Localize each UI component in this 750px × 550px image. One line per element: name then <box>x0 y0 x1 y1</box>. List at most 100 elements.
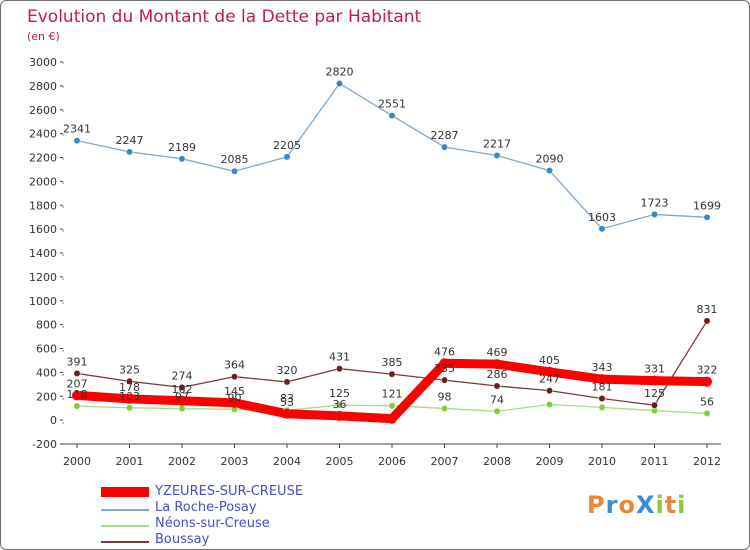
x-tick-label: 2008 <box>483 455 511 468</box>
data-point <box>651 401 658 409</box>
data-label: 125 <box>329 387 350 400</box>
data-point <box>282 408 292 419</box>
data-label: 2085 <box>221 153 249 166</box>
data-point <box>702 376 712 387</box>
data-point <box>126 377 133 385</box>
data-label: 364 <box>224 359 245 372</box>
data-point <box>546 167 553 175</box>
data-label: 207 <box>67 377 88 390</box>
brand-letter: r <box>605 491 619 519</box>
series-points <box>72 80 712 424</box>
y-tick-label: 2600 <box>29 104 57 117</box>
data-point <box>703 213 711 221</box>
x-tick-label: 2003 <box>221 455 249 468</box>
data-label: 1699 <box>693 199 721 212</box>
data-point <box>336 365 343 373</box>
data-label: 90 <box>228 391 242 404</box>
data-point <box>231 167 238 175</box>
y-tick-label: 1600 <box>29 223 57 236</box>
data-point <box>597 374 607 385</box>
data-point <box>703 409 711 417</box>
legend-swatch <box>101 487 149 497</box>
axes: -200 0 200 400 600 800 1000 1200 1400 1600 1800 200… <box>29 56 721 468</box>
data-label: 286 <box>487 368 508 381</box>
data-label: 121 <box>382 388 403 401</box>
data-point <box>546 401 553 408</box>
data-label: 476 <box>434 345 455 358</box>
legend-label: Boussay <box>155 532 210 547</box>
data-label: 2189 <box>168 141 196 154</box>
data-label: 2287 <box>431 129 459 142</box>
data-point <box>598 403 606 411</box>
data-point <box>651 210 658 218</box>
y-tick-label: 400 <box>36 366 57 379</box>
data-point <box>598 225 606 233</box>
legend-label: YZEURES-SUR-CREUSE <box>155 484 304 499</box>
y-tick-label: 800 <box>36 319 57 332</box>
brand-letter: X <box>635 491 656 519</box>
y-tick-label: 2200 <box>29 152 57 165</box>
data-point <box>439 358 450 369</box>
data-point <box>72 390 82 401</box>
x-tick-label: 2009 <box>536 455 564 468</box>
data-label: 431 <box>329 351 350 364</box>
data-point <box>387 413 397 424</box>
y-tick-label: 200 <box>36 390 57 403</box>
y-tick-label: 1000 <box>29 295 57 308</box>
data-point <box>178 155 186 163</box>
x-tick-label: 2007 <box>431 455 459 468</box>
data-point <box>124 393 135 404</box>
x-tick-label: 2001 <box>116 455 144 468</box>
data-label: 343 <box>592 361 613 374</box>
data-label: 2341 <box>63 123 91 136</box>
data-point <box>441 404 448 412</box>
brand-letter: t <box>664 491 678 519</box>
data-label: 405 <box>539 354 560 367</box>
data-point <box>126 404 133 412</box>
data-label: 335 <box>434 362 455 375</box>
x-tick-label: 2011 <box>641 455 669 468</box>
y-tick-label: 2400 <box>29 128 57 141</box>
legend-swatch <box>101 525 149 527</box>
data-point <box>177 395 187 406</box>
y-tick-label: 1800 <box>29 199 57 212</box>
y-tick-label: -200 <box>32 438 57 451</box>
data-label: 56 <box>700 395 714 408</box>
data-label: 385 <box>382 356 403 369</box>
data-label: 36 <box>333 398 347 411</box>
data-label: 274 <box>172 369 193 382</box>
y-tick-label: 2800 <box>29 80 57 93</box>
brand-letter: i <box>677 491 687 519</box>
x-tick-label: 2002 <box>168 455 196 468</box>
data-point <box>229 397 240 408</box>
data-point <box>493 152 501 159</box>
data-label: 2551 <box>378 98 406 111</box>
data-label: 325 <box>119 363 140 376</box>
y-tick-label: 0 <box>50 414 57 427</box>
y-tick-label: 1200 <box>29 271 57 284</box>
brand-letter: P <box>587 491 606 519</box>
data-point <box>441 143 448 151</box>
data-label: 181 <box>592 381 613 394</box>
data-point <box>336 401 343 409</box>
data-label: 2217 <box>483 137 511 150</box>
chart-title: Evolution du Montant de la Dette par Hab… <box>27 7 422 27</box>
data-label: 2247 <box>116 134 144 147</box>
data-point <box>334 410 345 421</box>
data-point <box>178 405 186 412</box>
data-point <box>231 373 238 381</box>
data-label: 53 <box>280 396 294 409</box>
legend-swatch <box>101 509 149 511</box>
data-point <box>73 369 81 377</box>
data-label: 2205 <box>273 139 301 152</box>
data-label: 320 <box>277 364 298 377</box>
x-tick-label: 2012 <box>693 455 721 468</box>
data-labels: 2341 2247 2189 2085 2205 2820 2551 2287 2217 2090… <box>63 65 721 410</box>
data-label: 103 <box>119 390 140 403</box>
data-label: 247 <box>539 373 560 386</box>
data-point <box>493 407 501 415</box>
data-point <box>73 402 81 410</box>
data-label: 118 <box>67 388 88 401</box>
legend-label: Néons-sur-Creuse <box>155 516 270 531</box>
data-point <box>388 112 396 120</box>
